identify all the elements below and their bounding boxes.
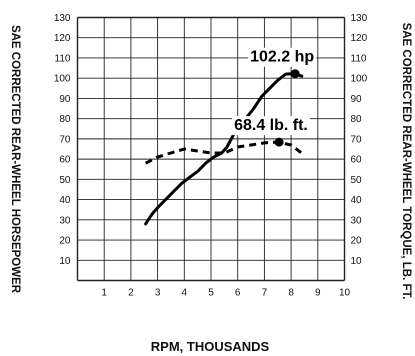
x-tick-label: 5 [208,288,214,299]
x-tick-label: 2 [128,288,134,299]
torque-peak-label: 68.4 lb. ft. [234,117,308,134]
y-tick-label-right: 90 [351,94,363,105]
y-tick-label-left: 40 [59,195,71,206]
y-tick-label-left: 110 [55,53,71,64]
y-tick-label-left: 70 [59,134,71,145]
y-tick-label-right: 130 [351,13,368,24]
y-tick-label-left: 30 [59,215,71,226]
y-tick-label-right: 80 [351,114,363,125]
y-axis-label-right: SAE CORRECTED REAR-WHEEL TORQUE, LB. FT. [400,23,412,300]
horsepower-peak-marker [290,69,300,79]
x-tick-label: 3 [155,288,161,299]
y-tick-label-right: 50 [351,175,363,186]
y-tick-labels-right: 10 20 30 40 50 60 70 80 90 100 110 120 130 [351,13,368,267]
horsepower-line [144,72,304,226]
horsepower-peak-label: 102.2 hp [250,49,314,66]
horsepower-label-background [248,47,317,67]
torque-peak-marker [274,137,284,147]
y-tick-label-right: 20 [351,236,363,247]
y-tick-label-right: 30 [351,215,363,226]
x-tick-label: 7 [262,288,268,299]
y-tick-labels-left: 10 20 30 40 50 60 70 80 90 100 110 120 130 [54,13,71,267]
x-tick-label: 10 [339,288,351,299]
y-tick-label-left: 90 [59,94,71,105]
torque-label-background [232,116,310,136]
x-tick-label: 1 [101,288,107,299]
x-tick-label: 4 [182,288,188,299]
y-tick-label-left: 120 [54,33,71,44]
annotations: 102.2 hp 68.4 lb. ft. [232,47,317,147]
y-tick-label-right: 120 [351,33,368,44]
x-tick-labels: 1 2 3 4 5 6 7 8 9 10 [101,288,350,299]
y-tick-label-right: 70 [351,134,363,145]
y-tick-label-left: 100 [54,74,71,85]
y-tick-label-right: 10 [351,256,363,267]
y-tick-label-left: 80 [59,114,71,125]
y-tick-label-left: 50 [59,175,71,186]
y-axis-label-left: SAE CORRECTED REAR-WHEEL HORSEPOWER [9,25,21,294]
y-tick-label-left: 60 [59,155,71,166]
y-tick-label-right: 100 [351,74,368,85]
x-tick-label: 6 [235,288,241,299]
y-tick-label-right: 60 [351,155,363,166]
y-tick-label-left: 130 [54,13,71,24]
y-tick-label-left: 10 [59,256,71,267]
y-tick-label-right: 110 [351,53,367,64]
y-tick-label-right: 40 [351,195,363,206]
x-tick-label: 8 [288,288,294,299]
x-axis-label: RPM, THOUSANDS [151,339,270,354]
y-tick-label-left: 20 [59,236,71,247]
x-tick-label: 9 [315,288,321,299]
